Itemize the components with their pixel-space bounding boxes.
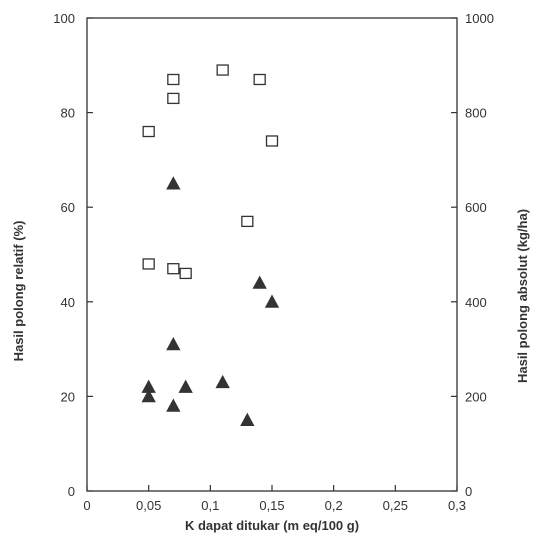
x-tick-label: 0,2 bbox=[325, 498, 343, 513]
y-tick-label-left: 40 bbox=[61, 295, 75, 310]
open-square-point bbox=[167, 73, 180, 86]
y-tick-label-left: 100 bbox=[53, 11, 75, 26]
y-tick-label-left: 20 bbox=[61, 389, 75, 404]
y-tick-label-left: 80 bbox=[61, 106, 75, 121]
open-square-point bbox=[142, 125, 155, 138]
open-square-point bbox=[167, 92, 180, 105]
tick-labels: 0 0,05 0,1 0,15 0,2 0,25 0,3020406080100020040… bbox=[53, 11, 494, 513]
x-tick-label: 0,25 bbox=[383, 498, 408, 513]
x-tick-label: 0,3 bbox=[448, 498, 466, 513]
y-axis-label-right: Hasil polong absolut (kg/ha) bbox=[515, 209, 530, 383]
y-tick-label-right: 0 bbox=[465, 484, 472, 499]
x-tick-label: 0,05 bbox=[136, 498, 161, 513]
open-square-point bbox=[179, 267, 192, 280]
x-axis-label: K dapat ditukar (m eq/100 g) bbox=[185, 518, 359, 533]
y-tick-label-right: 1000 bbox=[465, 11, 494, 26]
tick-marks bbox=[86, 17, 458, 492]
filled-triangle-point bbox=[215, 374, 230, 389]
x-tick-label: 0,15 bbox=[259, 498, 284, 513]
plot-frame bbox=[86, 17, 458, 492]
y-tick-label-left: 0 bbox=[68, 484, 75, 499]
y-tick-label-right: 400 bbox=[465, 295, 487, 310]
open-square-point bbox=[265, 135, 279, 147]
x-tick-label: 0,1 bbox=[201, 498, 219, 513]
y-tick-label-left: 60 bbox=[61, 200, 75, 215]
filled-triangle-point bbox=[240, 412, 255, 426]
filled-triangle-point bbox=[166, 398, 181, 412]
y-tick-label-right: 600 bbox=[465, 200, 487, 215]
open-square-point bbox=[142, 258, 155, 270]
filled-triangle-point bbox=[166, 176, 181, 190]
filled-triangle-point bbox=[141, 389, 156, 403]
filled-triangle-point bbox=[178, 379, 193, 393]
filled-triangle-point bbox=[264, 294, 280, 308]
data-marks bbox=[141, 64, 280, 426]
open-square-point bbox=[241, 215, 254, 228]
filled-triangle-point bbox=[166, 337, 181, 351]
x-tick-label: 0 bbox=[83, 498, 90, 513]
open-square-point bbox=[216, 64, 229, 76]
y-axis-label-left: Hasil polong relatif (%) bbox=[11, 221, 26, 362]
open-square-point bbox=[253, 73, 266, 86]
filled-triangle-point bbox=[252, 275, 267, 289]
y-tick-label-right: 800 bbox=[465, 106, 487, 121]
open-square-point bbox=[167, 263, 180, 275]
y-tick-label-right: 200 bbox=[465, 389, 487, 404]
